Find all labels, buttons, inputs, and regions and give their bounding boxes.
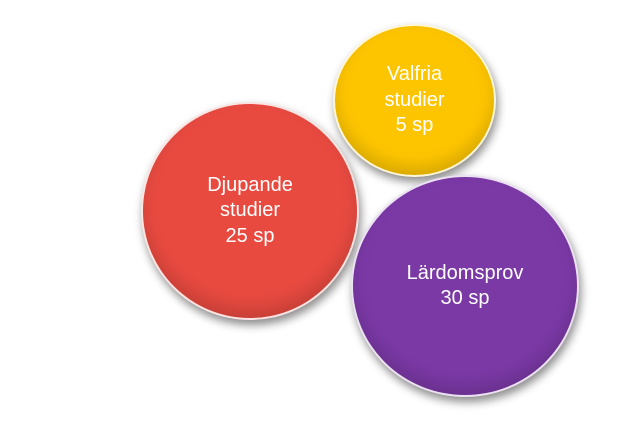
bubble-djupande-studier: Djupande studier 25 sp <box>141 102 359 320</box>
bubble-valfria-studier: Valfria studier 5 sp <box>333 24 496 177</box>
bubble-label-line: Djupande <box>207 173 293 196</box>
bubble-label-line: studier <box>219 199 281 222</box>
bubble-credits: 25 sp <box>225 224 275 247</box>
bubble-credits: 30 sp <box>440 287 490 309</box>
bubble-label-line: Lärdomsprov <box>406 261 524 284</box>
bubble-label-line: Valfria <box>386 63 443 86</box>
bubble-lardomsprov: Lärdomsprov 30 sp <box>351 175 579 397</box>
bubble-label-line: studier <box>384 88 445 111</box>
bubble-credits: 5 sp <box>395 114 434 137</box>
